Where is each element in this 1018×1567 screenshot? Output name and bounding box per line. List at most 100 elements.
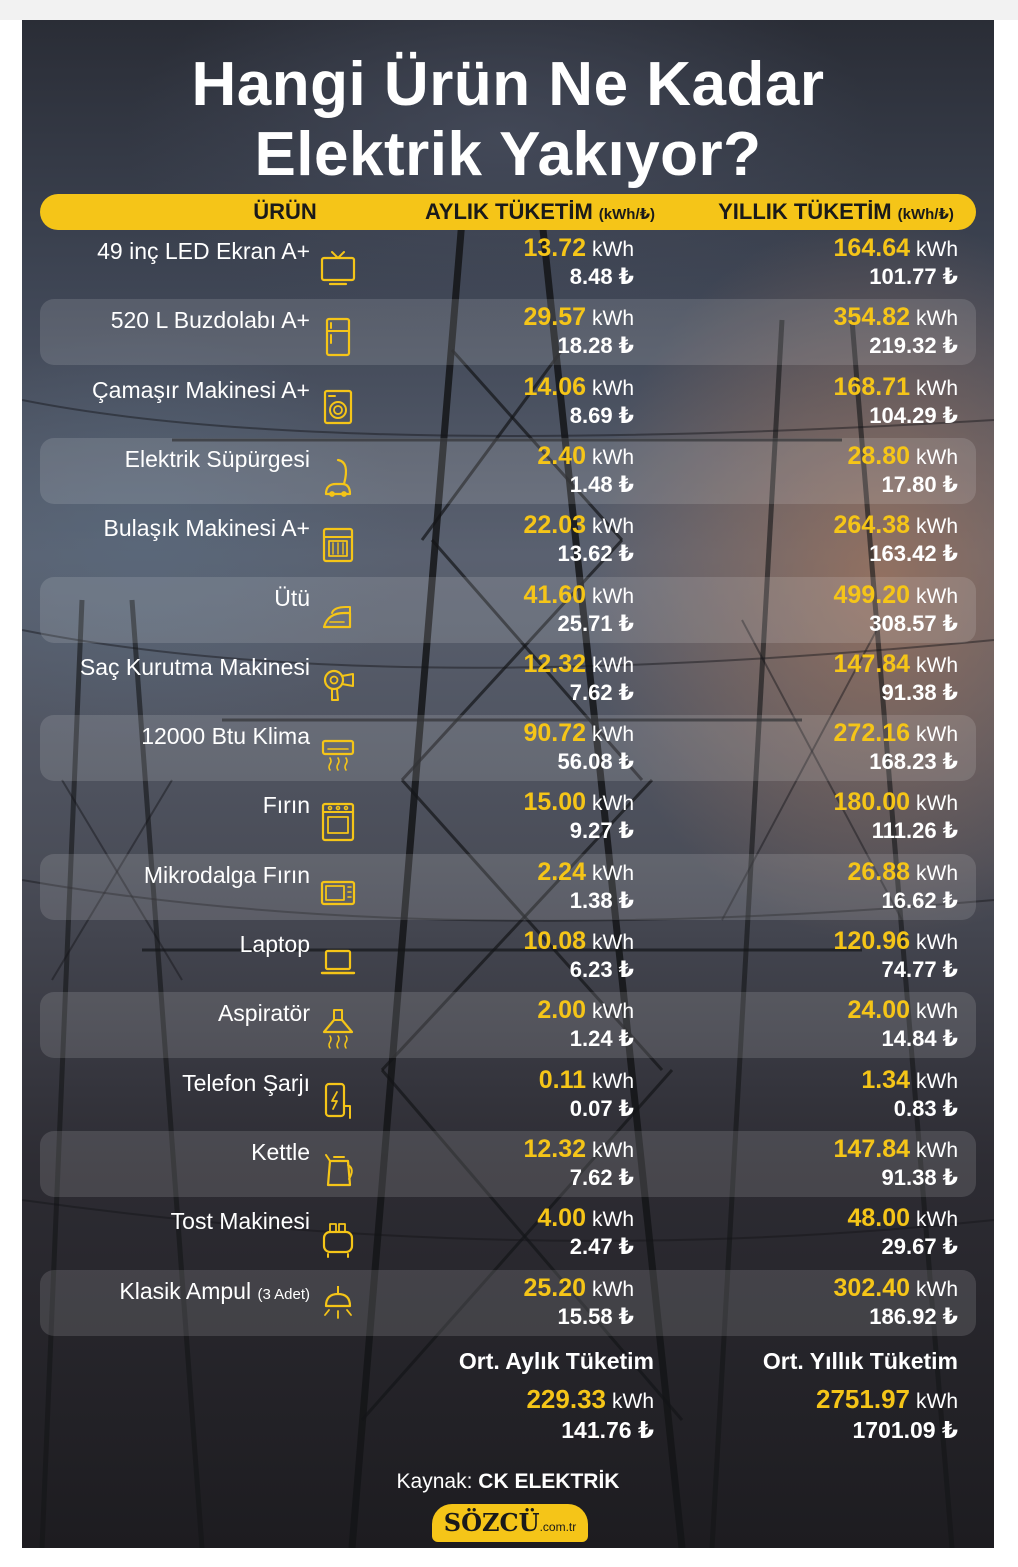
product-note: (3 Adet) [257, 1285, 310, 1303]
yearly-consumption: 180.00 kWh 111.26 ₺ [834, 788, 958, 844]
table-row: 520 L Buzdolabı A+ 29.57 kWh 18.28 ₺ 354.… [40, 299, 976, 366]
table-row: Çamaşır Makinesi A+ 14.06 kWh 8.69 ₺ 168.… [40, 369, 976, 435]
kwh-unit: kWh [592, 653, 634, 677]
kwh-unit: kWh [592, 1208, 634, 1232]
yearly-kwh: 499.20 [833, 580, 910, 609]
kwh-unit: kWh [916, 307, 958, 331]
yearly-cost: 17.80 ₺ [881, 471, 958, 497]
product-name-text: 520 L Buzdolabı A+ [110, 307, 310, 334]
kwh-unit: kWh [916, 445, 958, 469]
iron-icon [322, 605, 352, 628]
table-row: Aspiratör 2.00 kWh 1.24 ₺ 24.00 kWh 14.84 … [40, 992, 976, 1059]
yearly-cost: 186.92 ₺ [869, 1303, 958, 1329]
monthly-cost: 9.27 ₺ [569, 818, 634, 844]
kwh-unit: kWh [592, 1277, 634, 1301]
dishwasher-icon [322, 528, 354, 563]
monthly-consumption: 12.32 kWh 7.62 ₺ [523, 650, 634, 706]
yearly-cost: 91.38 ₺ [881, 679, 958, 705]
kwh-unit: kWh [916, 653, 958, 677]
product-name-text: 49 inç LED Ekran A+ [97, 238, 310, 264]
power-tower-background [22, 216, 994, 1548]
table-row: 12000 Btu Klima 90.72 kWh 56.08 ₺ 272.16 k… [40, 715, 976, 782]
yearly-consumption: 120.96 kWh 74.77 ₺ [834, 927, 958, 983]
monthly-consumption: 41.60 kWh 25.71 ₺ [523, 581, 634, 637]
monthly-consumption: 12.32 kWh 7.62 ₺ [523, 1135, 634, 1191]
header-yearly-label: YILLIK TÜKETİM [718, 199, 892, 224]
monthly-consumption: 4.00 kWh 2.47 ₺ [537, 1204, 634, 1260]
yearly-consumption: 24.00 kWh 14.84 ₺ [847, 996, 958, 1052]
monthly-kwh: 90.72 [523, 719, 586, 748]
kwh-unit: kWh [916, 1069, 958, 1093]
monthly-consumption: 22.03 kWh 13.62 ₺ [523, 511, 634, 567]
kwh-unit: kWh [916, 1277, 958, 1301]
monthly-cost: 7.62 ₺ [569, 679, 634, 705]
monthly-kwh: 14.06 [523, 372, 586, 401]
monthly-consumption: 90.72 kWh 56.08 ₺ [523, 719, 634, 775]
product-name-text: Saç Kurutma Makinesi [79, 653, 310, 680]
kwh-unit: kWh [916, 723, 958, 747]
monthly-kwh: 2.24 [537, 857, 586, 886]
sozcu-logo: SÖZCÜ.com.tr [432, 1504, 588, 1542]
yearly-cost: 14.84 ₺ [881, 1026, 958, 1052]
table-row: Elektrik Süpürgesi 2.40 kWh 1.48 ₺ 28.80 k… [40, 437, 976, 504]
monthly-cost: 6.23 ₺ [569, 957, 634, 982]
monthly-consumption: 10.08 kWh 6.23 ₺ [523, 927, 634, 983]
monthly-cost: 13.62 ₺ [557, 541, 634, 567]
kwh-unit: kWh [592, 307, 634, 331]
kwh-unit: kWh [592, 515, 634, 539]
product-name: 12000 Btu Klima [141, 723, 310, 750]
table-row: Tost Makinesi 4.00 kWh 2.47 ₺ 48.00 kWh 29… [40, 1200, 976, 1266]
product-name: Bulaşık Makinesi A+ [104, 515, 310, 542]
monthly-kwh: 4.00 [537, 1204, 586, 1233]
yearly-kwh: 354.82 [833, 303, 910, 332]
yearly-consumption: 168.71 kWh 104.29 ₺ [834, 373, 958, 429]
source-name: CK ELEKTRİK [478, 1470, 620, 1493]
table-row: Bulaşık Makinesi A+ 22.03 kWh 13.62 ₺ 264… [40, 507, 976, 573]
yearly-kwh: 1.34 [861, 1065, 910, 1094]
product-name-text: Kettle [251, 1138, 310, 1165]
product-name: 49 inç LED Ekran A+ [97, 238, 310, 265]
product-name: Elektrik Süpürgesi [125, 446, 310, 473]
product-name: Klasik Ampul (3 Adet) [119, 1278, 310, 1305]
monthly-cost: 8.69 ₺ [569, 402, 634, 428]
header-yearly: YILLIK TÜKETİM (kWh/₺) [686, 194, 986, 230]
monthly-kwh: 41.60 [523, 580, 586, 609]
yearly-kwh: 28.80 [847, 441, 910, 470]
product-name-text: Aspiratör [217, 1000, 310, 1027]
product-name-text: Mikrodalga Fırın [143, 861, 310, 888]
kwh-unit: kWh [916, 515, 958, 539]
phone-charger-icon [324, 1082, 351, 1119]
top-margin [0, 0, 1018, 20]
product-name-text: Laptop [239, 931, 310, 957]
bottom-margin [0, 1548, 1018, 1567]
yearly-consumption: 48.00 kWh 29.67 ₺ [847, 1204, 958, 1260]
yearly-consumption: 354.82 kWh 219.32 ₺ [834, 303, 958, 359]
washing-machine-icon [323, 389, 353, 424]
yearly-cost: 16.62 ₺ [881, 887, 958, 913]
table-header: ÜRÜN AYLIK TÜKETİM (kWh/₺) YILLIK TÜKETİM… [40, 194, 976, 230]
title-line-1: Hangi Ürün Ne Kadar [191, 50, 825, 119]
yearly-cost: 163.42 ₺ [869, 541, 958, 567]
product-name: Laptop [240, 931, 310, 958]
monthly-consumption: 25.20 kWh 15.58 ₺ [523, 1274, 634, 1330]
kwh-unit: kWh [592, 238, 634, 261]
product-name-text: Elektrik Süpürgesi [124, 445, 310, 472]
kwh-unit: kWh [592, 931, 634, 954]
avg-monthly-kwh: 229.33 [526, 1384, 606, 1414]
monthly-cost: 2.47 ₺ [569, 1234, 634, 1260]
yearly-kwh: 272.16 [833, 719, 910, 748]
product-name: Kettle [251, 1139, 310, 1166]
kwh-unit: kWh [592, 1000, 634, 1024]
oven-icon [321, 803, 355, 842]
yearly-consumption: 147.84 kWh 91.38 ₺ [834, 650, 958, 706]
table-row: Saç Kurutma Makinesi 12.32 kWh 7.62 ₺ 147… [40, 646, 976, 712]
kwh-unit: kWh [592, 445, 634, 469]
header-monthly: AYLIK TÜKETİM (kWh/₺) [390, 194, 690, 230]
yearly-kwh: 24.00 [847, 996, 910, 1025]
kwh-unit: kWh [916, 1208, 958, 1232]
yearly-cost: 111.26 ₺ [871, 818, 958, 844]
table-row: Mikrodalga Fırın 2.24 kWh 1.38 ₺ 26.88 kWh… [40, 853, 976, 920]
avg-yearly-unit: kWh [916, 1390, 958, 1413]
kwh-unit: kWh [916, 861, 958, 885]
yearly-consumption: 302.40 kWh 186.92 ₺ [834, 1274, 958, 1330]
